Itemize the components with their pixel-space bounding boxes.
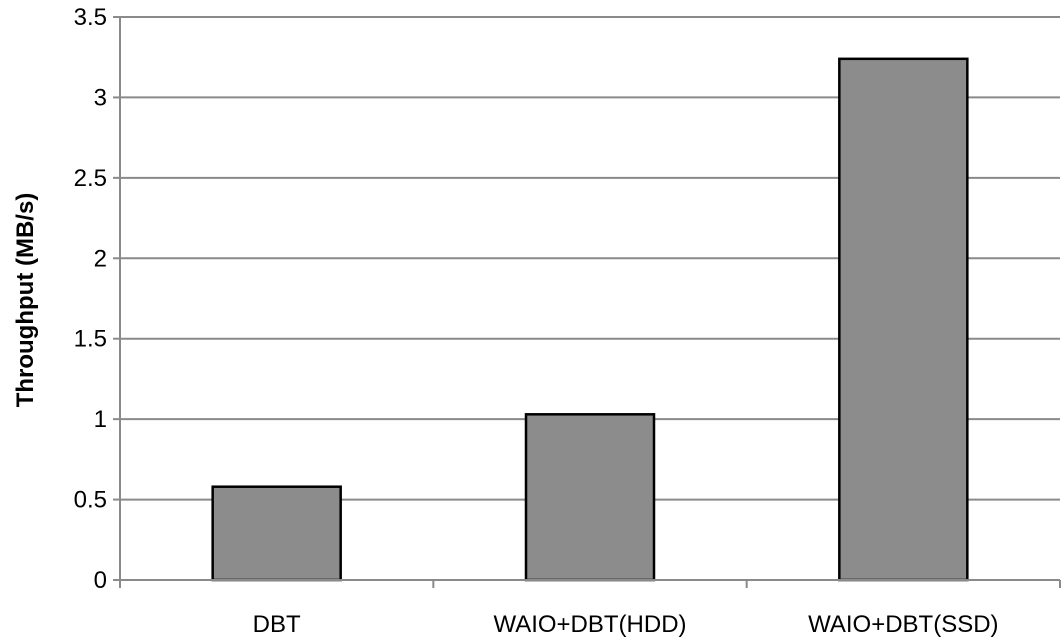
y-tick-label: 3.5 bbox=[74, 4, 107, 31]
y-tick-label: 2.5 bbox=[74, 165, 107, 192]
x-axis-tick-labels: DBT WAIO+DBT(HDD) WAIO+DBT(SSD) bbox=[253, 611, 999, 638]
bar-waio-dbt-hdd bbox=[524, 413, 656, 582]
y-tick-label: 0 bbox=[94, 567, 107, 594]
bar-dbt bbox=[211, 485, 342, 582]
y-axis-tick-labels: 0 0.5 1 1.5 2 2.5 3 3.5 bbox=[74, 4, 107, 594]
bar-waio-dbt-ssd bbox=[838, 57, 969, 582]
y-axis-title: Throughput (MB/s) bbox=[12, 193, 39, 408]
x-tick-label: WAIO+DBT(HDD) bbox=[493, 611, 686, 638]
x-tick-label: DBT bbox=[253, 611, 301, 638]
y-tick-label: 3 bbox=[94, 84, 107, 111]
axes bbox=[113, 16, 1061, 588]
y-tick-label: 0.5 bbox=[74, 487, 107, 514]
y-tick-label: 2 bbox=[94, 245, 107, 272]
y-tick-label: 1.5 bbox=[74, 326, 107, 353]
y-tick-label: 1 bbox=[94, 406, 107, 433]
bars bbox=[211, 57, 969, 582]
gridlines bbox=[120, 16, 1060, 501]
x-tick-label: WAIO+DBT(SSD) bbox=[808, 611, 998, 638]
